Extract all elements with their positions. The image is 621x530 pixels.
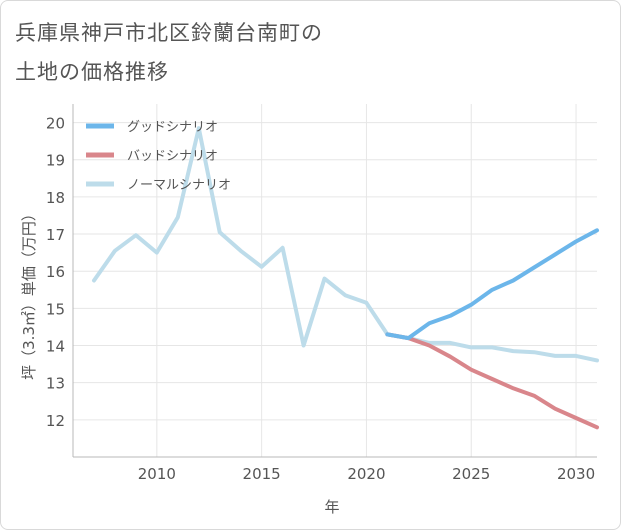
y-tick-label: 13: [46, 375, 65, 393]
legend-label: バッドシナリオ: [127, 149, 218, 164]
series-line-1: [385, 332, 599, 430]
grid: [73, 104, 597, 457]
y-tick-label: 19: [46, 152, 65, 170]
x-axis-label: 年: [324, 498, 339, 516]
series-line-0: [385, 228, 599, 341]
y-tick-label: 14: [46, 338, 65, 356]
x-tick-label: 2015: [243, 465, 281, 483]
x-tick-label: 2020: [347, 465, 385, 483]
axes: [72, 104, 597, 458]
y-tick-label: 17: [46, 226, 65, 244]
x-tick-label: 2030: [557, 465, 595, 483]
y-tick-label: 18: [46, 189, 65, 207]
legend-label: グッドシナリオ: [127, 120, 218, 135]
y-tick-label: 16: [46, 263, 65, 281]
chart-title-line-2: 土地の価格推移: [15, 60, 169, 84]
series-lines: [92, 126, 599, 430]
y-tick-label: 12: [46, 412, 65, 430]
y-axis-label: 坪（3.3㎡）単価（万円）: [20, 206, 38, 380]
x-tick-label: 2010: [138, 465, 176, 483]
x-tick-label: 2025: [452, 465, 490, 483]
chart-title-line-1: 兵庫県神戸市北区鈴蘭台南町の: [15, 21, 323, 45]
legend-label: ノーマルシナリオ: [127, 178, 231, 193]
tick-labels: 2010 2015 2020 2025 2030 12 13 14 15 16 17 18 19 20: [46, 115, 595, 483]
y-tick-label: 20: [46, 115, 65, 133]
y-tick-label: 15: [46, 300, 65, 318]
series-line-2: [92, 126, 599, 363]
